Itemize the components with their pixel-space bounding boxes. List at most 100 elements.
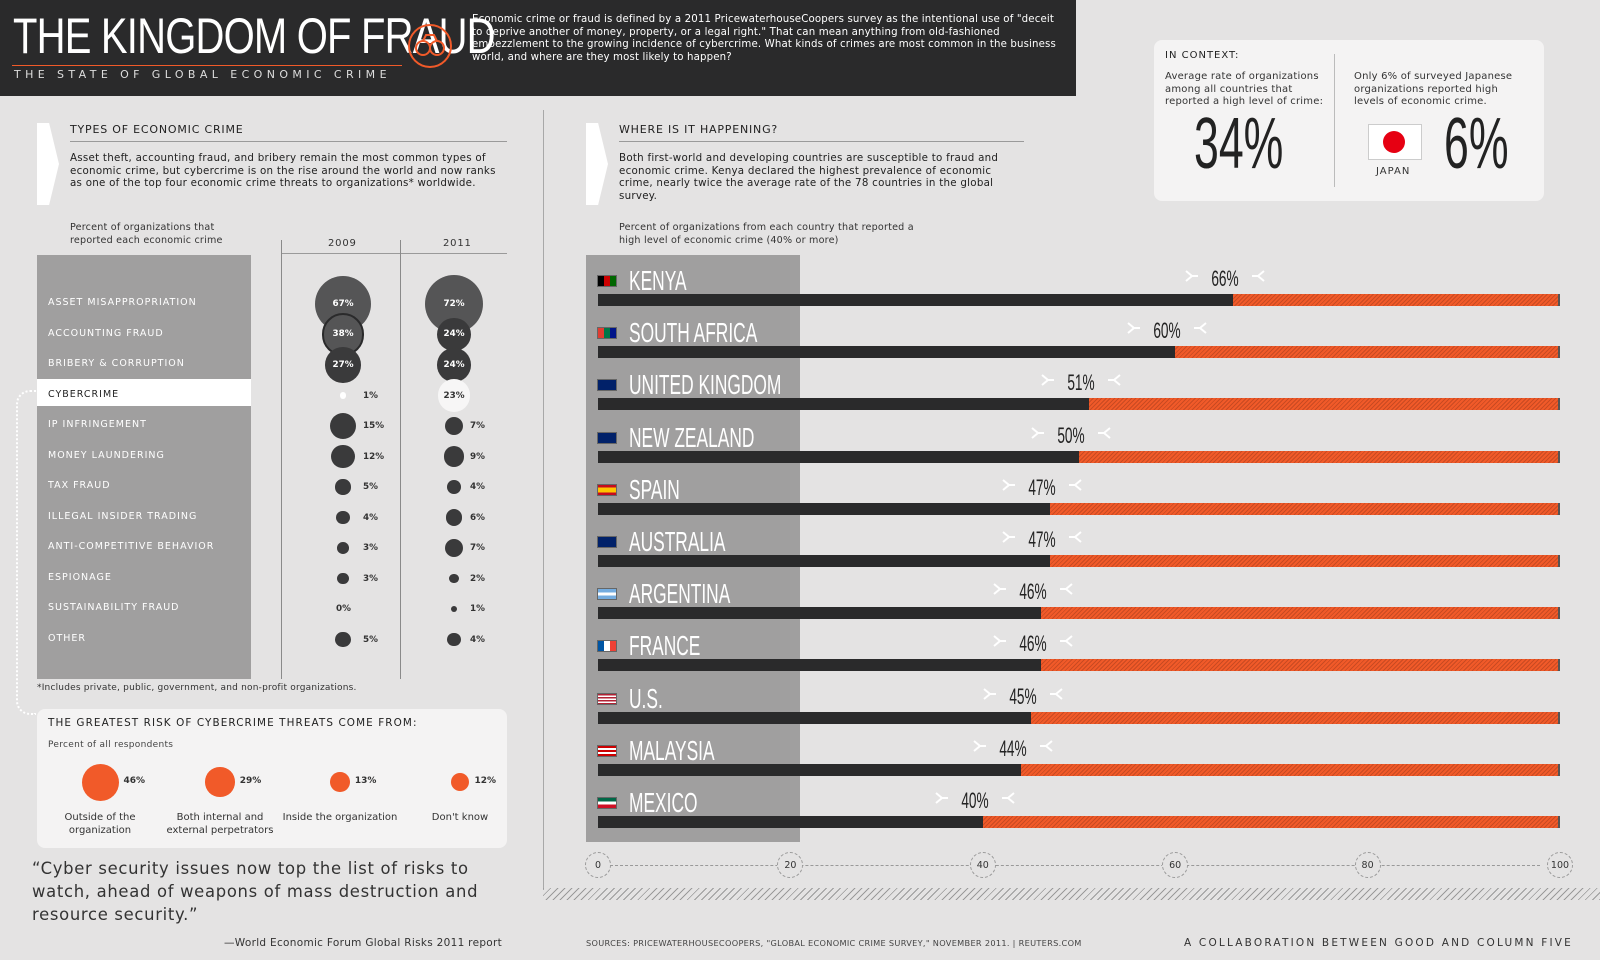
x-axis-tick: 80 <box>1354 852 1381 878</box>
threat-bubble <box>330 772 350 792</box>
year-2011-label: 2011 <box>443 238 472 249</box>
crime-bubble-2011 <box>449 573 459 584</box>
x-axis-tick: 40 <box>969 852 996 878</box>
crime-value-2011: 9% <box>470 451 485 462</box>
crime-label-panel <box>37 255 251 679</box>
types-section-rule <box>70 141 507 142</box>
crime-bubble-2009 <box>335 479 351 495</box>
sources-text: SOURCES: PRICEWATERHOUSECOOPERS, "GLOBAL… <box>586 938 1082 948</box>
types-footnote: *Includes private, public, government, a… <box>37 683 357 693</box>
crime-value-2011: 2% <box>470 573 485 584</box>
country-name: FRANCE <box>629 630 701 662</box>
threat-bubble <box>450 772 470 792</box>
value-marker-icon <box>1185 270 1265 282</box>
country-bar <box>598 450 1079 463</box>
crime-bubble-2011 <box>444 538 464 558</box>
country-value: 47% <box>1028 474 1056 500</box>
types-section-text: Asset theft, accounting fraud, and bribe… <box>70 152 496 190</box>
country-bar <box>598 607 1041 620</box>
context-separator <box>1334 54 1335 187</box>
section-arrow-icon <box>37 123 59 205</box>
country-bar <box>598 555 1051 567</box>
types-caption: Percent of organizations that reported e… <box>70 222 223 246</box>
page-subtitle: THE STATE OF GLOBAL ECONOMIC CRIME <box>14 68 391 81</box>
value-marker-icon <box>1031 426 1111 439</box>
country-flag-icon <box>597 431 617 444</box>
crime-value-2009: 67% <box>332 298 354 309</box>
value-marker-icon <box>983 687 1063 700</box>
country-value: 46% <box>1018 579 1047 605</box>
crime-bubble-2011 <box>447 480 461 494</box>
country-bar <box>598 294 1233 306</box>
context-left-text: Average rate of organizations among all … <box>1165 71 1324 108</box>
country-name: UNITED KINGDOM <box>629 369 782 401</box>
crime-bubble-2011 <box>450 605 458 613</box>
context-box <box>1154 40 1544 201</box>
cyber-threat-title: THE GREATEST RISK OF CYBERCRIME THREATS … <box>48 717 418 729</box>
crime-label: ASSET MISAPPROPRIATION <box>48 297 197 308</box>
value-marker-icon <box>1127 322 1207 334</box>
title-underline <box>12 65 402 66</box>
value-marker-icon <box>1002 479 1082 491</box>
binoculars-icon <box>408 24 452 68</box>
crime-value-2011: 4% <box>470 482 485 492</box>
quote-text: “Cyber security issues now top the list … <box>32 859 479 924</box>
country-value: 45% <box>1009 683 1037 709</box>
country-value: 47% <box>1028 527 1056 552</box>
footer-hatch <box>543 888 1600 900</box>
crime-bubble-2009 <box>331 444 355 469</box>
country-value: 46% <box>1018 631 1047 657</box>
crime-bubble-2011 <box>443 446 465 467</box>
country-value: 66% <box>1211 266 1239 291</box>
crime-label: OTHER <box>48 632 87 644</box>
country-bar <box>598 398 1089 411</box>
country-flag-icon <box>597 483 617 496</box>
value-marker-icon <box>973 740 1053 752</box>
country-flag-icon <box>597 536 617 548</box>
country-name: MALAYSIA <box>629 734 715 766</box>
country-value: 50% <box>1057 422 1085 448</box>
country-flag-icon <box>597 588 617 601</box>
crime-value-2009: 38% <box>332 329 354 340</box>
cyber-threat-subtitle: Percent of all respondents <box>48 740 174 750</box>
crime-value-2011: 23% <box>443 390 465 401</box>
crime-label: ESPIONAGE <box>48 571 112 583</box>
where-section-title: WHERE IS IT HAPPENING? <box>619 123 779 136</box>
section-arrow-icon <box>586 123 608 205</box>
crime-bubble-2009: 27% <box>325 347 361 383</box>
crime-value-2009: 12% <box>363 451 385 462</box>
x-axis-tick: 100 <box>1547 852 1573 878</box>
country-name: KENYA <box>629 265 687 296</box>
country-name: AUSTRALIA <box>629 526 726 557</box>
context-title: IN CONTEXT: <box>1165 50 1240 61</box>
japan-flag-icon <box>1368 124 1422 160</box>
crime-value-2011: 4% <box>470 634 485 645</box>
country-name: SOUTH AFRICA <box>629 317 758 349</box>
quote-source: —World Economic Forum Global Risks 2011 … <box>224 937 503 949</box>
country-name: MEXICO <box>629 787 698 818</box>
crime-value-2009: 27% <box>332 359 354 370</box>
crime-value-2011: 7% <box>470 543 485 553</box>
japan-flag-label: JAPAN <box>1376 166 1411 177</box>
crime-label: TAX FRAUD <box>48 480 111 491</box>
crime-value-2011: 1% <box>470 604 485 614</box>
crime-bubble-2009 <box>336 510 350 525</box>
where-caption: Percent of organizations from each count… <box>619 222 914 246</box>
country-name: NEW ZEALAND <box>629 421 755 453</box>
crime-bubble-2009 <box>339 392 347 399</box>
crime-bubble-2011: 24% <box>437 317 471 352</box>
where-section-text: Both first-world and developing countrie… <box>619 152 999 202</box>
crime-label: ACCOUNTING FRAUD <box>48 327 164 339</box>
cybercrime-highlight-row <box>37 379 251 406</box>
value-marker-icon <box>992 583 1073 595</box>
crime-value-2009: 15% <box>363 421 385 431</box>
collaboration-credit: A COLLABORATION BETWEEN GOOD AND COLUMN … <box>1184 937 1573 949</box>
crime-bubble-2009 <box>335 631 351 648</box>
column-divider-2011 <box>400 240 401 679</box>
crime-label: SUSTAINABILITY FRAUD <box>48 602 180 613</box>
country-flag-icon <box>597 275 617 287</box>
year-2009-label: 2009 <box>328 238 357 249</box>
country-bar <box>598 346 1176 359</box>
crime-label: ILLEGAL INSIDER TRADING <box>48 510 198 522</box>
country-flag-icon <box>597 327 617 340</box>
